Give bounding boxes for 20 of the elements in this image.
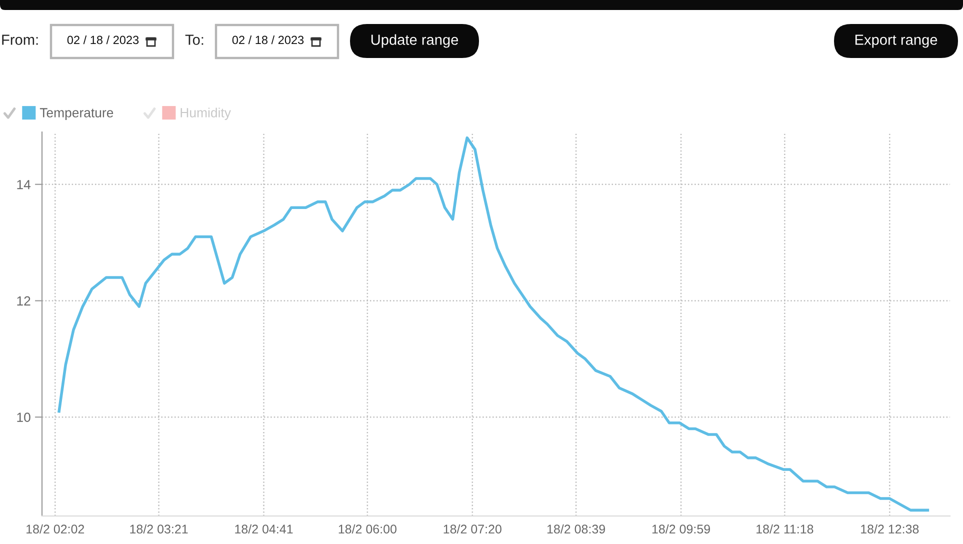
x-tick-label: 18/2 02:02: [26, 524, 84, 534]
x-tick-label: 18/2 03:21: [130, 524, 188, 534]
x-tick-label: 18/2 06:00: [338, 524, 396, 534]
x-tick-label: 18/2 12:38: [861, 524, 919, 534]
text: Export range: [855, 34, 938, 48]
y-tick-label: 14: [17, 180, 31, 190]
x-tick-label: 18/2 11:18: [756, 524, 814, 534]
x-tick-label: 18/2 09:59: [652, 524, 710, 534]
y-tick-label: 10: [17, 412, 30, 422]
line-series: [58, 136, 930, 512]
x-tick-label: 18/2 07:20: [444, 524, 502, 534]
text: From:: [2, 34, 38, 45]
x-tick-label: 18/2 04:41: [235, 524, 293, 534]
text: 02 / 18 / 2023: [232, 36, 304, 44]
text: To:: [185, 34, 204, 45]
text: 02 / 18 / 2023: [67, 36, 139, 44]
x-tick-label: 18/2 08:39: [547, 524, 605, 534]
legend-label: Temperature: [40, 108, 114, 120]
text: Update range: [371, 34, 458, 48]
y-tick-label: 12: [17, 296, 30, 306]
